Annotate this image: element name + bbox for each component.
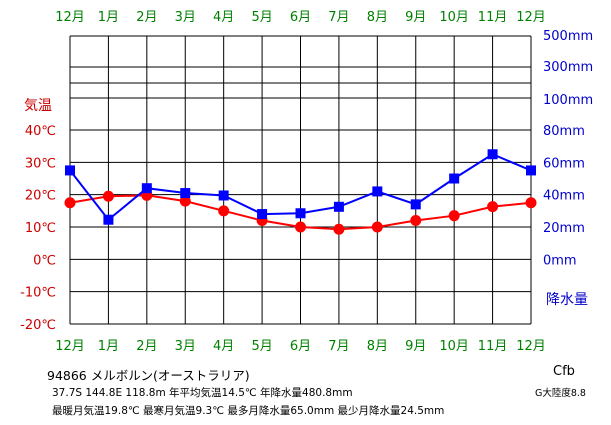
month-label-top: 1月 (98, 10, 119, 25)
month-label-bottom: 12月 (516, 339, 546, 354)
month-label-bottom: 10月 (439, 339, 469, 354)
month-label-top: 7月 (328, 10, 349, 25)
grid (69, 35, 532, 325)
temperature-point (448, 210, 460, 222)
right-tick-label: 20mm (543, 221, 585, 236)
left-axis-ticks: 40℃ 30℃ 20℃ 10℃ 0℃ -10℃ -20℃ (20, 124, 56, 333)
right-tick-label: 100mm (543, 93, 593, 108)
left-tick-label: 40℃ (25, 124, 56, 139)
temperature-point (64, 197, 76, 209)
series-layer (64, 149, 537, 235)
month-label-top: 9月 (405, 10, 426, 25)
month-label-bottom: 1月 (98, 339, 119, 354)
right-axis-ticks: 500mm 300mm 100mm 80mm 60mm 40mm 20mm 0mm (543, 29, 593, 268)
right-tick-label: 60mm (543, 156, 585, 171)
month-label-top: 4月 (213, 10, 234, 25)
month-label-bottom: 3月 (175, 339, 196, 354)
left-tick-label: 30℃ (25, 156, 56, 171)
right-tick-label: 40mm (543, 189, 585, 204)
top-month-labels: 12月 1月 2月 3月 4月 5月 6月 7月 8月 9月 10月 11月 12月 (55, 10, 546, 25)
precipitation-point (218, 190, 229, 201)
temperature-point (179, 195, 191, 207)
left-tick-label: -10℃ (20, 286, 56, 301)
month-label-top: 12月 (516, 10, 546, 25)
left-tick-label: 10℃ (25, 221, 56, 236)
precipitation-point (257, 209, 268, 220)
month-label-bottom: 5月 (251, 339, 272, 354)
month-label-top: 3月 (175, 10, 196, 25)
month-label-bottom: 9月 (405, 339, 426, 354)
precipitation-point (141, 183, 152, 194)
precipitation-point (333, 201, 344, 212)
precipitation-point (295, 208, 306, 219)
station-line2: 37.7S 144.8E 118.8m 年平均気温14.5℃ 年降水量480.8… (52, 387, 353, 399)
month-label-bottom: 7月 (328, 339, 349, 354)
precipitation-point (180, 188, 191, 199)
bottom-month-labels: 12月 1月 2月 3月 4月 5月 6月 7月 8月 9月 10月 11月 12月 (55, 339, 546, 354)
precipitation-point (449, 173, 460, 184)
precipitation-point (65, 165, 75, 176)
temperature-point (371, 221, 383, 233)
precipitation-point (487, 149, 498, 160)
station-line3: 最暖月気温19.8℃ 最寒月気温9.3℃ 最多月降水量65.0mm 最少月降水量… (52, 405, 445, 417)
left-tick-label: -20℃ (20, 318, 56, 333)
temperature-point (410, 215, 422, 227)
month-label-bottom: 6月 (290, 339, 311, 354)
month-label-top: 11月 (478, 10, 508, 25)
temperature-point (487, 201, 499, 213)
right-tick-label: 300mm (543, 60, 593, 75)
climate-code: Cfb (553, 364, 575, 379)
precipitation-point (103, 214, 114, 225)
month-label-bottom: 12月 (55, 339, 85, 354)
month-label-bottom: 2月 (136, 339, 157, 354)
month-label-top: 12月 (55, 10, 85, 25)
continentality: G大陸度8.8 (535, 388, 586, 399)
right-tick-label: 80mm (543, 124, 585, 139)
right-tick-label: 500mm (543, 29, 593, 44)
left-axis-label: 気温 (24, 98, 52, 114)
right-tick-label: 0mm (543, 253, 577, 268)
precipitation-point (526, 165, 536, 176)
month-label-top: 8月 (367, 10, 388, 25)
month-label-top: 10月 (439, 10, 469, 25)
month-label-top: 5月 (251, 10, 272, 25)
left-tick-label: 20℃ (25, 189, 56, 204)
temperature-point (295, 221, 306, 233)
temperature-point (333, 223, 345, 235)
temperature-point (102, 190, 114, 202)
month-label-top: 6月 (290, 10, 311, 25)
station-title: 94866 メルボルン(オーストラリア) (47, 368, 250, 383)
temperature-point (218, 205, 230, 217)
month-label-bottom: 4月 (213, 339, 234, 354)
precipitation-point (410, 199, 421, 210)
month-label-bottom: 11月 (478, 339, 508, 354)
temperature-point (525, 197, 537, 209)
right-axis-label: 降水量 (546, 292, 588, 308)
left-tick-label: 0℃ (33, 253, 56, 268)
month-label-bottom: 8月 (367, 339, 388, 354)
month-label-top: 2月 (136, 10, 157, 25)
precipitation-point (372, 186, 383, 197)
